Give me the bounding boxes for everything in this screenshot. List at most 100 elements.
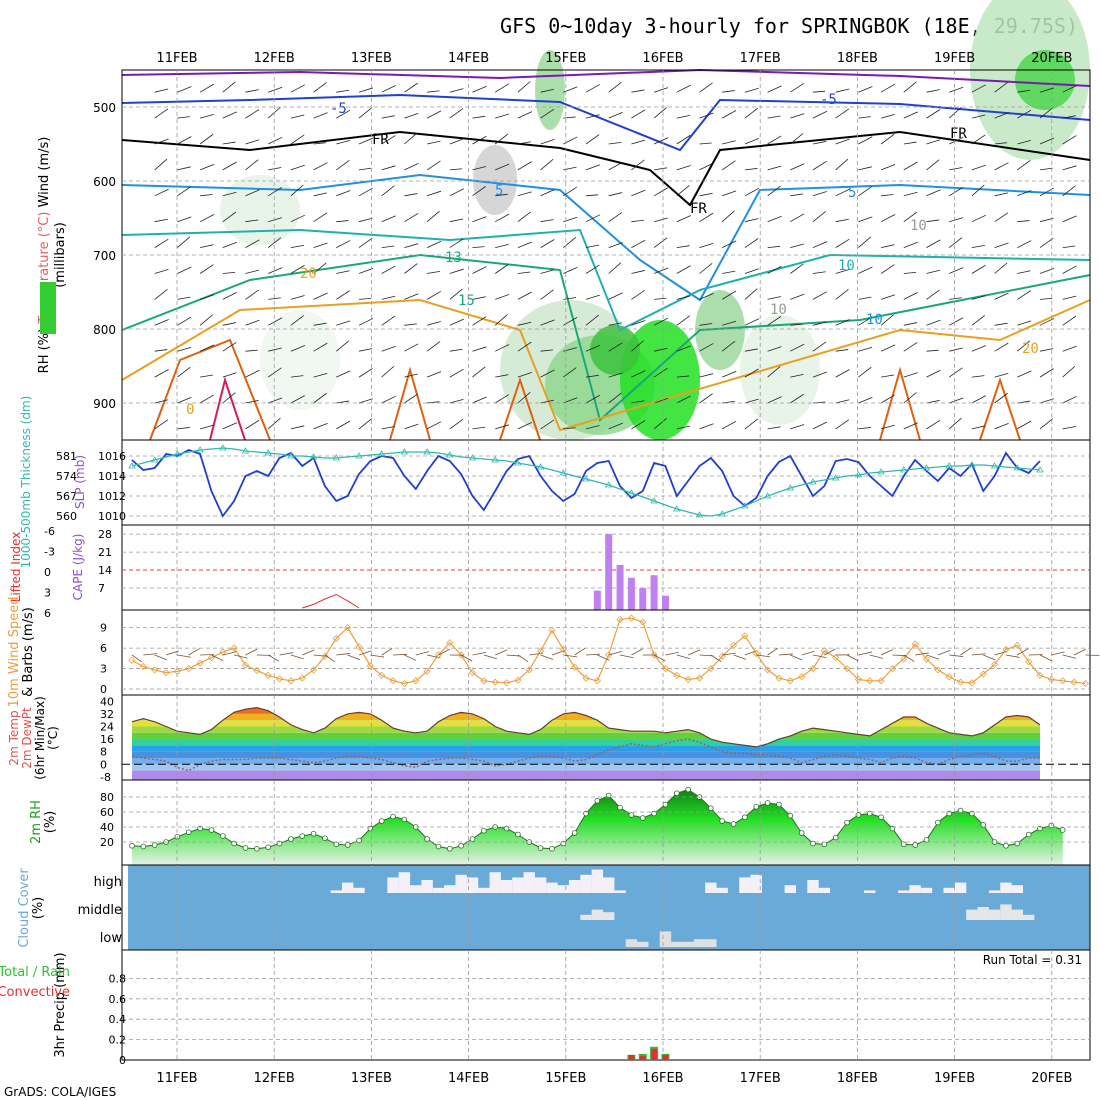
rh-tick-label: 80 xyxy=(100,791,114,804)
thickness-marker xyxy=(559,469,568,476)
wind-barb xyxy=(222,392,236,404)
cape-tick-label: 7 xyxy=(98,582,105,595)
pressure-tick-label: 500 xyxy=(93,101,116,115)
wind-barb xyxy=(222,211,237,223)
cloud-cell-high xyxy=(410,885,422,893)
cloud-cell-high xyxy=(444,885,456,893)
cloud-cell-high xyxy=(739,877,751,893)
contour-label: FR xyxy=(372,132,389,148)
wind-barb xyxy=(858,136,873,145)
wind-speed-marker xyxy=(480,677,488,685)
wind-barb xyxy=(1039,87,1054,93)
wind-barb-10m xyxy=(131,654,143,663)
wind-barb xyxy=(154,349,168,352)
wind-barb xyxy=(949,136,964,145)
wind-barb-10m xyxy=(971,653,986,656)
cloud-cell-high xyxy=(898,890,910,893)
ylabel-rh: 2m RH(%) xyxy=(29,800,58,844)
wind-barb xyxy=(971,214,987,223)
temp-band xyxy=(132,757,1040,765)
wind-barb xyxy=(267,367,282,378)
rh-marker xyxy=(333,841,340,848)
wind-barb xyxy=(290,315,305,326)
wind-barb xyxy=(835,88,850,93)
ylabel-cape: CAPE (J/kg) xyxy=(71,534,85,601)
cloud-cell-low xyxy=(682,941,694,947)
cloud-cell-high xyxy=(353,887,365,893)
wind-barb xyxy=(381,215,396,223)
wind-barb xyxy=(563,236,577,248)
wind-barb xyxy=(653,418,667,430)
wind-barb xyxy=(154,399,169,404)
wind-barb xyxy=(994,242,1009,248)
wind-speed-marker xyxy=(832,654,840,662)
thickness-marker xyxy=(446,451,454,458)
wind-barb-10m xyxy=(290,654,304,660)
wind-barb xyxy=(744,288,758,300)
wind-barb xyxy=(631,159,645,171)
contour-label: 20 xyxy=(300,266,317,282)
wind-barb xyxy=(290,214,306,223)
thickness-marker xyxy=(514,459,522,466)
wind-barb xyxy=(449,168,463,171)
wind-barb xyxy=(245,289,259,300)
wind-barb xyxy=(154,218,168,223)
wind-barb xyxy=(721,290,736,300)
rh-tick-label: 60 xyxy=(100,806,114,819)
precip-conv-bar xyxy=(651,1048,658,1060)
wind-barb xyxy=(154,138,169,145)
wind-barb xyxy=(858,396,873,404)
wind-barb xyxy=(245,369,260,378)
rh-marker xyxy=(344,842,351,848)
wind-barb xyxy=(177,116,190,119)
date-label-bottom: 11FEB xyxy=(156,1071,197,1086)
wind-barb xyxy=(1062,165,1077,171)
thickness-marker xyxy=(1013,464,1022,471)
wind-barb xyxy=(744,318,760,326)
wind-barb-10m xyxy=(983,654,996,661)
wind-barb xyxy=(1039,368,1054,378)
temp-band xyxy=(132,745,1040,752)
contour-line xyxy=(121,93,1091,152)
wind-barb xyxy=(449,88,464,93)
wind-barb xyxy=(426,210,440,223)
humidity-shade xyxy=(695,290,745,370)
cloud-cell-high xyxy=(716,887,728,893)
upper-air-panel: -5 -5 FR FR FR 5 5 10 13 10 15 20 20 10 10 0 500 600 700 80… xyxy=(37,0,1091,441)
wind-speed-marker xyxy=(764,666,772,674)
wind-barb xyxy=(654,167,668,171)
wind-barb xyxy=(290,264,305,274)
wind-speed-marker xyxy=(945,673,953,681)
wind-barb xyxy=(1039,237,1054,248)
cloud-cell-high xyxy=(603,877,615,893)
cloud-cell-low xyxy=(693,939,706,947)
wind-barb xyxy=(517,321,532,326)
wind-barb xyxy=(948,187,963,197)
date-label-top: 20FEB xyxy=(1031,51,1072,66)
rh-marker xyxy=(980,821,987,828)
wind-speed-marker xyxy=(298,674,306,682)
rh-marker xyxy=(208,827,215,833)
wind-speed-marker xyxy=(1025,658,1033,666)
ylabel-cloud-line: Cloud Cover xyxy=(17,868,32,948)
wind-barb xyxy=(790,83,804,93)
wind-barb xyxy=(676,315,691,326)
rh-marker xyxy=(401,816,408,823)
wind-barb xyxy=(835,108,850,119)
lifted-index-line xyxy=(302,593,360,609)
li-tick-label: 6 xyxy=(44,607,51,620)
wind-barb xyxy=(971,425,986,430)
temp-band xyxy=(122,695,1090,708)
li-tick-label: -3 xyxy=(44,546,55,559)
wind-speed-marker xyxy=(854,675,862,684)
wind-speed-marker xyxy=(684,675,692,684)
precip-tick-label: 0 xyxy=(119,1054,126,1067)
wind-barb xyxy=(199,344,215,352)
instability-panel: 28 21 14 7 -6 -3 0 3 6 Lifted Index CAPE (J/kg) xyxy=(9,524,1091,620)
thickness-marker xyxy=(423,448,431,455)
wind-barb xyxy=(585,84,600,93)
wind-barb xyxy=(631,340,645,352)
ylabel-temp-line: (°C) xyxy=(46,726,60,750)
cloud-cell-low xyxy=(705,939,717,947)
